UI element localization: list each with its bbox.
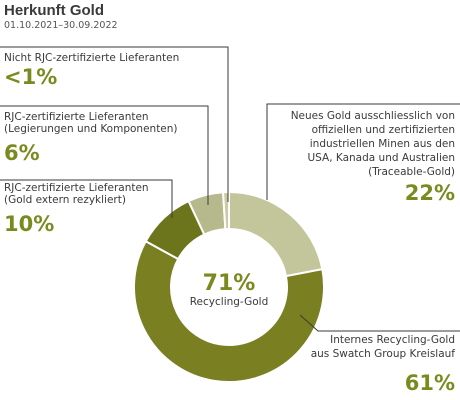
- slice-labels: Neues Gold ausschliesslich von offizielle…: [4, 52, 455, 395]
- leader-line-2: [0, 179, 173, 218]
- slice-label-3-line-1: (Legierungen und Komponenten): [4, 123, 178, 135]
- slice-label-0-line-0: Neues Gold ausschliesslich von: [291, 110, 455, 122]
- slice-0: [228, 190, 324, 278]
- slice-value-2: 10%: [4, 212, 54, 236]
- donut-slices: [133, 190, 325, 383]
- slice-label-0-line-3: USA, Kanada und Australien: [307, 152, 455, 164]
- leader-line-0: [266, 103, 460, 200]
- chart-title: Herkunft Gold: [4, 2, 104, 19]
- chart-subtitle: 01.10.2021–30.09.2022: [4, 20, 118, 31]
- leader-lines: [0, 46, 460, 332]
- slice-label-0-line-4: (Traceable-Gold): [368, 166, 455, 178]
- leader-line-3: [0, 105, 209, 205]
- slice-label-1-line-1: aus Swatch Group Kreislauf: [311, 348, 456, 360]
- slice-label-2-line-1: (Gold extern rezykliert): [4, 194, 126, 206]
- slice-label-1-line-0: Internes Recycling-Gold: [330, 334, 455, 346]
- slice-label-4-line-0: Nicht RJC-zertifizierte Lieferanten: [4, 52, 179, 64]
- slice-1: [133, 239, 325, 383]
- center-percentage: 71%: [203, 271, 256, 296]
- slice-label-2-line-0: RJC-zertifizierte Lieferanten: [4, 182, 149, 194]
- slice-value-4: <1%: [4, 65, 57, 89]
- leader-line-4: [0, 46, 229, 202]
- slice-value-3: 6%: [4, 141, 40, 165]
- slice-value-0: 22%: [405, 181, 455, 205]
- leader-line-1: [299, 314, 460, 332]
- center-label: Recycling-Gold: [190, 296, 269, 308]
- slice-label-0-line-1: offiziellen und zertifizierten: [312, 124, 455, 136]
- slice-label-3-line-0: RJC-zertifizierte Lieferanten: [4, 111, 149, 123]
- slice-label-0-line-2: industriellen Minen aus den: [310, 138, 455, 150]
- slice-value-1: 61%: [405, 371, 455, 395]
